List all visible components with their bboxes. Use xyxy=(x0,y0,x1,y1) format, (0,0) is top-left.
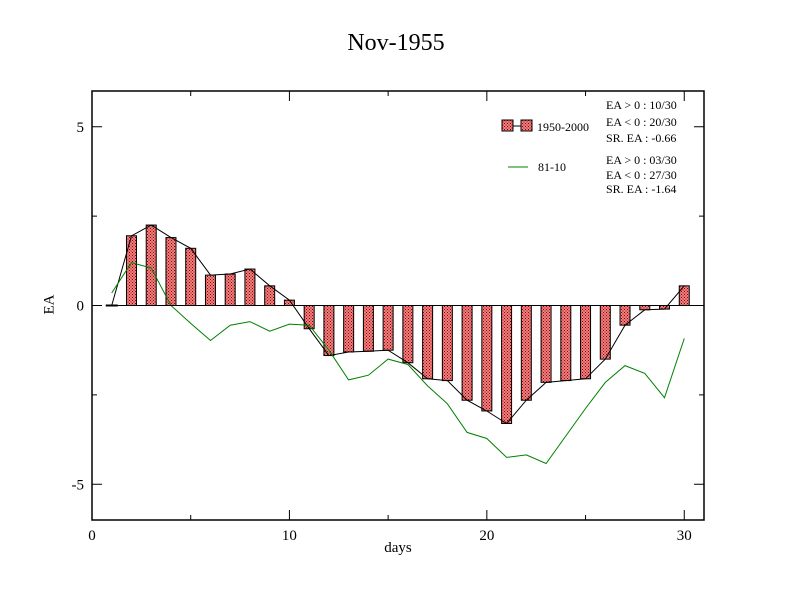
legend-bar-1950-2000-left xyxy=(501,119,514,132)
bar-day-20 xyxy=(481,305,493,412)
chart-title: Nov-1955 xyxy=(347,30,445,56)
stat-81-10-sr: SR. EA : -1.64 xyxy=(606,182,677,196)
axis-tick-labels: 0 10 20 30 -5 0 5 xyxy=(72,120,692,544)
legend-label-1950-2000: 1950-2000 xyxy=(537,120,589,134)
bar-day-22 xyxy=(520,305,532,401)
bar-day-4 xyxy=(165,237,177,306)
bar-day-6 xyxy=(204,274,216,306)
stat-1950-2000-sr: SR. EA : -0.66 xyxy=(606,131,677,145)
y-tick-label: 0 xyxy=(77,299,85,315)
bar-day-5 xyxy=(185,247,197,307)
bar-day-8 xyxy=(244,268,256,307)
bar-day-28 xyxy=(639,305,651,311)
bar-series-1950-2000 xyxy=(125,224,690,424)
bar-day-19 xyxy=(461,305,473,401)
bar-day-3 xyxy=(145,224,157,306)
bar-day-18 xyxy=(441,305,453,382)
legend-label-81-10: 81-10 xyxy=(538,160,566,174)
axis-ticks xyxy=(91,91,704,520)
bar-series-connecting-line xyxy=(111,224,685,425)
x-tick-label: 30 xyxy=(677,528,692,544)
stat-1950-2000-negative: EA < 0 : 20/30 xyxy=(606,115,677,129)
bar-day-16 xyxy=(402,305,414,364)
bar-day-17 xyxy=(422,305,434,380)
bar-day-21 xyxy=(501,305,513,424)
bar-day-30 xyxy=(678,285,690,306)
bar-day-14 xyxy=(362,305,374,352)
x-tick-label: 10 xyxy=(282,528,297,544)
bar-day-7 xyxy=(224,273,236,307)
x-tick-label: 0 xyxy=(88,528,96,544)
stat-81-10-negative: EA < 0 : 27/30 xyxy=(606,168,677,182)
stat-1950-2000-positive: EA > 0 : 10/30 xyxy=(606,98,677,112)
x-tick-label: 20 xyxy=(479,528,494,544)
bar-day-26 xyxy=(599,305,611,360)
line-series-81-10 xyxy=(111,262,685,465)
bar-day-24 xyxy=(560,305,572,382)
bar-day-15 xyxy=(382,305,394,351)
bar-day-12 xyxy=(323,305,335,357)
y-tick-label: 5 xyxy=(77,120,85,136)
y-tick-label: -5 xyxy=(72,477,85,493)
y-axis-label: EA xyxy=(41,294,58,315)
legend-marks xyxy=(501,119,533,168)
bar-day-23 xyxy=(540,305,552,383)
stat-81-10-positive: EA > 0 : 03/30 xyxy=(606,153,677,167)
x-axis-label: days xyxy=(384,540,412,556)
bar-day-25 xyxy=(580,305,592,380)
bar-day-13 xyxy=(343,305,355,353)
legend-bar-1950-2000-right xyxy=(520,119,533,132)
bar-day-2 xyxy=(125,235,137,307)
